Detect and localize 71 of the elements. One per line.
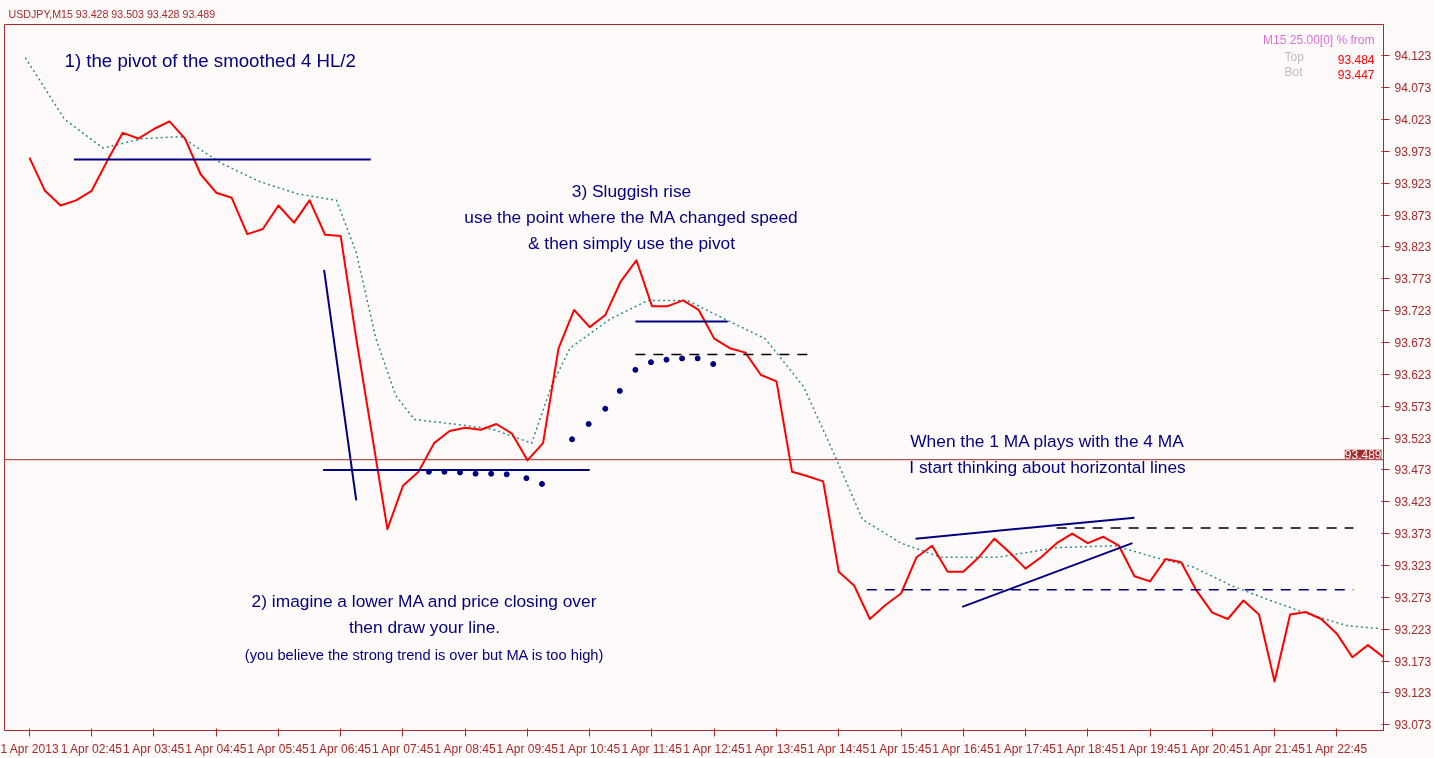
point [616,387,623,394]
point [472,470,479,477]
chart-title: USDJPY,M15 93.428 93.503 93.428 93.489 [8,7,216,20]
point [538,480,545,487]
y-tick-label: 93.673 [1394,335,1432,350]
x-tick-label: 1 Apr 11:45 [621,741,683,756]
x-tick-label: 1 Apr 18:45 [1056,741,1119,756]
point [647,359,654,366]
x-tick-label: 1 Apr 14:45 [807,741,870,756]
point [585,421,592,428]
x-tick-label: 1 Apr 2013 [0,741,59,756]
x-tick-label: 1 Apr 16:45 [932,741,994,756]
y-tick-label: 93.573 [1394,399,1432,414]
x-tick-label: 1 Apr 12:45 [683,741,745,756]
annotation: 3) Sluggish rise use the point where the MA changed speed & then simply use the pivot [464,180,798,253]
x-tick-label: 1 Apr 19:45 [1119,741,1181,756]
point [569,436,576,443]
y-tick-label: 93.723 [1394,304,1432,319]
ref-line-label: 93.489 [1344,447,1382,462]
line-series [28,120,1384,683]
x-tick-label: 1 Apr 07:45 [371,741,434,756]
x-tick-label: 1 Apr 02:45 [60,741,123,756]
y-tick-label: 93.523 [1394,431,1432,446]
x-tick-label: 1 Apr 17:45 [994,741,1057,756]
x-tick-label: 1 Apr 20:45 [1181,741,1243,756]
y-tick-label: 93.223 [1394,622,1432,637]
y-tick-label: 93.273 [1394,590,1432,605]
y-tick-label: 94.023 [1394,112,1432,127]
annotation: Bot [1284,64,1304,79]
annotation: When the 1 MA plays with the 4 MA I start thinking about horizontal lines [909,430,1187,477]
y-tick-label: 93.473 [1394,463,1432,478]
point [710,361,717,368]
y-tick-label: 93.073 [1394,718,1432,733]
x-tick-label: 1 Apr 06:45 [309,741,372,756]
x-tick-label: 1 Apr 04:45 [185,741,247,756]
annotation: 93.447 [1337,67,1375,82]
x-tick-label: 1 Apr 03:45 [122,741,185,756]
annotation: Top [1284,49,1305,64]
point [602,405,609,412]
y-tick-label: 94.123 [1394,49,1432,64]
point [694,355,701,362]
annotation: 93.484 [1337,52,1375,67]
point [679,355,686,362]
x-tick-label: 1 Apr 15:45 [869,741,932,756]
x-tick-label: 1 Apr 21:45 [1243,741,1306,756]
x-tick-label: 1 Apr 10:45 [558,741,621,756]
annotation: M15 25.00[0] % from [1263,32,1375,47]
x-tick-label: 1 Apr 08:45 [434,741,496,756]
x-tick-label: 1 Apr 22:45 [1305,741,1368,756]
annotation: 2) imagine a lower MA and price closing over then draw your line. (you believe the strong trend is over but MA is too high) [244,590,604,663]
x-tick-label: 1 Apr 13:45 [745,741,808,756]
y-tick-label: 93.823 [1394,240,1432,255]
y-tick-label: 93.323 [1394,558,1432,573]
point [503,471,510,478]
annotation: 1) the pivot of the smoothed 4 HL/2 [64,49,356,71]
y-tick-label: 93.423 [1394,495,1432,510]
point [632,366,639,373]
y-tick-label: 93.873 [1394,208,1432,223]
y-tick-label: 93.773 [1394,272,1432,287]
point [523,475,530,482]
y-tick-label: 93.973 [1394,144,1432,159]
y-tick-label: 93.123 [1394,686,1432,701]
y-tick-label: 93.623 [1394,367,1432,382]
x-tick-label: 1 Apr 09:45 [496,741,559,756]
point [663,356,670,363]
y-tick-label: 93.373 [1394,527,1432,542]
point [488,470,495,477]
y-tick-label: 94.073 [1394,81,1432,96]
y-tick-label: 93.923 [1394,176,1432,191]
y-tick-label: 93.173 [1394,654,1432,669]
x-tick-label: 1 Apr 05:45 [247,741,310,756]
